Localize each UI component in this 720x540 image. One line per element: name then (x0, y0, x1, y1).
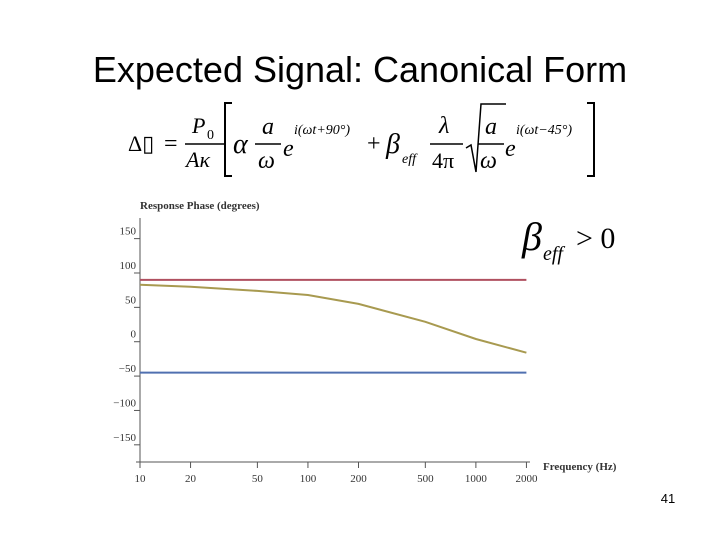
formula-part: Δ▯ (128, 131, 154, 156)
bracket (224, 102, 232, 177)
y-tick-label: −100 (113, 397, 136, 409)
formula-part: λ (438, 113, 449, 139)
x-tick-label: 200 (350, 473, 367, 485)
formula-part: Aκ (184, 147, 210, 172)
formula-part: i(ωt+90°) (294, 123, 350, 138)
condition-part: > 0 (576, 222, 615, 255)
y-tick-label: 150 (120, 226, 137, 238)
y-axis-label: Response Phase (degrees) (140, 200, 260, 212)
formula-part: + (367, 131, 381, 157)
x-axis-label: Frequency (Hz) (543, 461, 617, 473)
formula-part: ω (480, 148, 497, 174)
formula-part: e (283, 136, 294, 162)
x-tick-label: 50 (252, 473, 264, 485)
y-tick-label: −50 (119, 363, 137, 375)
x-tick-label: 100 (300, 473, 317, 485)
bracket (587, 102, 595, 177)
condition-part: β (521, 214, 542, 259)
y-tick-label: −150 (113, 432, 136, 444)
formula-part: eff (402, 152, 418, 167)
formula-part: ω (258, 148, 275, 174)
formula-part: P (191, 113, 205, 138)
formula-part: e (505, 136, 516, 162)
formula-part: β (385, 129, 400, 160)
formula-part: = (164, 131, 178, 157)
formula-part: 0 (207, 128, 214, 143)
formula-part: i(ωt−45°) (516, 123, 572, 138)
x-tick-label: 500 (417, 473, 434, 485)
series-line (139, 283, 527, 354)
y-tick-label: 100 (120, 260, 137, 272)
y-tick-label: 0 (131, 329, 137, 341)
slide-title: Expected Signal: Canonical Form (93, 49, 627, 90)
formula-part: 4π (432, 148, 454, 173)
y-tick-label: 50 (125, 294, 137, 306)
formula-part: α (233, 129, 249, 160)
condition-part: eff (543, 243, 565, 265)
x-tick-label: 1000 (465, 473, 488, 485)
x-tick-label: 2000 (515, 473, 538, 485)
sqrt (465, 103, 506, 173)
x-tick-label: 20 (185, 473, 197, 485)
page-number: 41 (661, 491, 675, 506)
x-tick-label: 10 (135, 473, 147, 485)
formula-part: a (485, 114, 497, 140)
formula-part: a (262, 114, 274, 140)
